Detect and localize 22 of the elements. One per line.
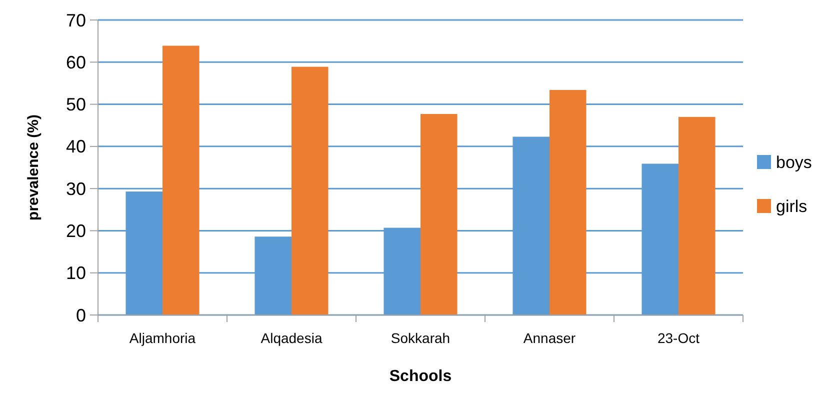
x-axis-title: Schools xyxy=(389,368,452,385)
bar xyxy=(162,46,200,315)
legend-label: girls xyxy=(776,196,808,216)
y-tick-label: 40 xyxy=(66,136,86,157)
y-axis-title: prevalence (%) xyxy=(25,114,42,220)
y-tick-label: 70 xyxy=(66,10,86,30)
y-tick-label: 50 xyxy=(66,94,86,115)
y-tick-label: 10 xyxy=(66,263,86,284)
x-tick-label: Alqadesia xyxy=(260,330,322,346)
bar xyxy=(678,116,716,315)
y-tick-label: 60 xyxy=(66,52,86,72)
bar xyxy=(292,66,328,315)
bar xyxy=(420,114,458,315)
bar xyxy=(550,90,586,315)
y-tick-label: 30 xyxy=(66,178,86,199)
x-tick-label: Sokkarah xyxy=(390,330,450,346)
x-tick-label: Aljamhoria xyxy=(129,330,196,346)
y-tick-label: 20 xyxy=(66,221,86,242)
x-tick-label: Annaser xyxy=(523,330,576,346)
x-tick-label: 23-Oct xyxy=(657,330,700,346)
y-tick-label: 0 xyxy=(76,305,86,326)
legend-label: boys xyxy=(776,152,812,172)
